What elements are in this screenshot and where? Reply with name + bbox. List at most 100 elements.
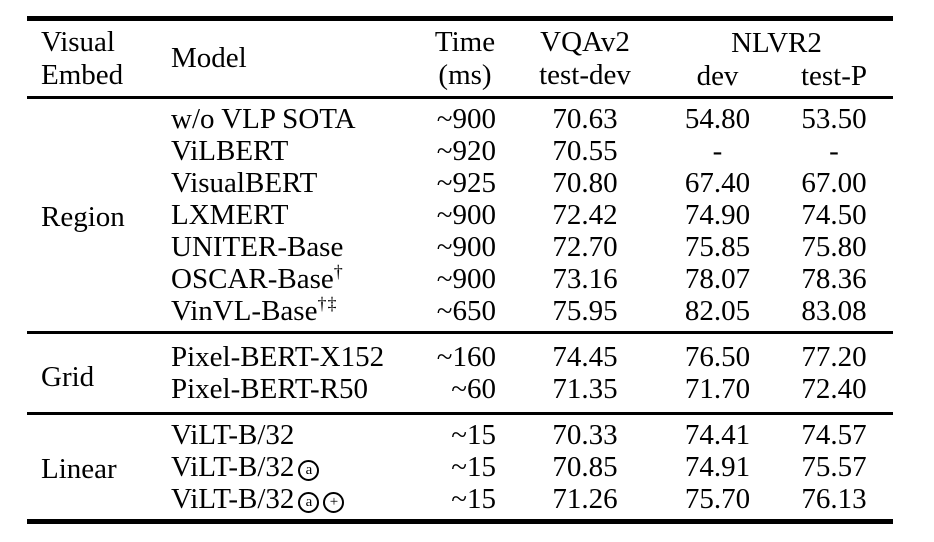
cell-time: ~60 [451,373,496,405]
table-row: OSCAR-Base† ~900 73.16 78.07 78.36 [27,261,893,295]
cell-model: ViLT-B/32 a + [165,483,420,522]
cell-vqav2-testdev: 72.70 [552,231,618,263]
cell-vqav2-testdev: 70.33 [552,419,618,451]
cell-nlvr2-testp: 76.13 [801,483,867,515]
cell-vqav2-testdev: 71.26 [552,483,618,515]
cell-nlvr2-dev: 75.70 [684,483,751,515]
table-row: ViLBERT ~920 70.55 - - [27,135,893,167]
cell-model: Pixel-BERT-X152 [171,341,385,373]
cell-vqav2-testdev: 71.35 [552,373,618,405]
cell-nlvr2-testp: 74.57 [801,419,867,451]
cell-nlvr2-dev: 54.80 [684,103,751,135]
cell-vqav2-testdev: 70.55 [552,135,618,167]
section-linear: Linear ViLT-B/32 ~15 70.33 74.41 74.57 V… [27,413,893,522]
cell-vqav2-testdev: 70.85 [552,451,618,483]
cell-time: ~160 [436,341,496,373]
cell-nlvr2-dev: 75.85 [684,231,751,263]
cell-nlvr2-dev: 82.05 [684,295,751,327]
cell-nlvr2-dev: 74.41 [684,419,751,451]
cell-time: ~650 [436,295,496,327]
cell-time: ~925 [436,167,496,199]
model-name: OSCAR-Base [171,263,334,295]
circled-a-icon: a [298,492,320,513]
cell-time: ~15 [451,451,496,483]
cell-nlvr2-dev: - [712,135,723,167]
cell-nlvr2-testp: 75.80 [801,231,867,263]
cell-nlvr2-dev: 67.40 [684,167,751,199]
cell-nlvr2-dev: 78.07 [684,263,751,295]
table-row: Grid Pixel-BERT-X152 ~160 74.45 76.50 77… [27,333,893,392]
cell-time: ~15 [451,483,496,515]
cell-model: OSCAR-Base† [165,261,420,295]
table-row: VinVL-Base†‡ ~650 75.95 82.05 83.08 [27,293,893,333]
cell-time: ~900 [436,263,496,295]
cell-nlvr2-dev: 74.90 [684,199,751,231]
cell-nlvr2-testp: 77.20 [801,341,867,373]
results-table: Visual Embed Model Time (ms) VQAv2 test-… [27,16,893,524]
cell-model: VinVL-Base†‡ [165,293,420,333]
cell-nlvr2-testp: 75.57 [801,451,867,483]
cell-nlvr2-testp: 74.50 [801,199,867,231]
cell-nlvr2-testp: 83.08 [801,295,867,327]
cell-nlvr2-testp: - [829,135,839,167]
model-name: VinVL-Base [171,295,318,327]
table-row: ViLT-B/32 a ~15 70.85 74.91 75.57 [27,451,893,483]
column-header-nlvr2-dev: dev [696,59,739,92]
column-header-time-ms: Time (ms) [434,25,496,91]
cell-model: VisualBERT [171,167,318,199]
section-grid: Grid Pixel-BERT-X152 ~160 74.45 76.50 77… [27,332,893,414]
cell-nlvr2-testp: 53.50 [801,103,867,135]
cell-vqav2-testdev: 74.45 [552,341,618,373]
cell-vqav2-testdev: 73.16 [552,263,618,295]
cell-time: ~920 [436,135,496,167]
column-header-nlvr2-testp: test-P [800,59,868,92]
results-table-container: Visual Embed Model Time (ms) VQAv2 test-… [27,16,893,524]
cell-nlvr2-dev: 76.50 [684,341,751,373]
table-row: Linear ViLT-B/32 ~15 70.33 74.41 74.57 [27,414,893,485]
column-header-visual-embed: Visual Embed [41,25,124,91]
table-row: Region w/o VLP SOTA ~900 70.63 54.80 53.… [27,98,893,233]
cell-nlvr2-testp: 67.00 [801,167,867,199]
cell-nlvr2-testp: 78.36 [801,263,867,295]
cell-model: ViLT-B/32 [171,419,295,451]
column-header-nlvr2: NLVR2 [731,26,822,59]
cell-vqav2-testdev: 72.42 [552,199,618,231]
dagger-superscript: †‡ [317,293,338,314]
column-header-model: Model [171,42,247,74]
column-header-vqav2-testdev: VQAv2 test-dev [539,25,631,91]
cell-model: UNITER-Base [171,231,344,263]
model-name: ViLT-B/32 [171,451,295,483]
cell-model: ViLBERT [171,135,289,167]
model-name: ViLT-B/32 [171,483,295,515]
section-label: Region [41,201,125,233]
cell-time: ~900 [436,103,496,135]
header-row-1: Visual Embed Model Time (ms) VQAv2 test-… [27,19,893,91]
cell-time: ~900 [436,199,496,231]
cell-vqav2-testdev: 70.63 [552,103,618,135]
cell-nlvr2-testp: 72.40 [801,373,867,405]
section-region: Region w/o VLP SOTA ~900 70.63 54.80 53.… [27,98,893,333]
cell-vqav2-testdev: 70.80 [552,167,618,199]
header-row-2: dev test-P [27,60,893,98]
table-header: Visual Embed Model Time (ms) VQAv2 test-… [27,19,893,98]
cell-time: ~15 [451,419,496,451]
cell-model: LXMERT [171,199,289,231]
table-row: LXMERT ~900 72.42 74.90 74.50 [27,199,893,231]
table-row: Pixel-BERT-R50 ~60 71.35 71.70 72.40 [27,373,893,414]
cell-model: ViLT-B/32 a [165,451,420,483]
section-label: Grid [41,360,95,393]
cell-nlvr2-dev: 74.91 [684,451,751,483]
cell-model: Pixel-BERT-R50 [171,373,368,405]
cell-vqav2-testdev: 75.95 [552,295,618,327]
circled-plus-icon: + [323,492,345,513]
section-label: Linear [41,453,117,485]
dagger-superscript: † [333,261,344,282]
table-row: VisualBERT ~925 70.80 67.40 67.00 [27,167,893,199]
table-row: UNITER-Base ~900 72.70 75.85 75.80 [27,231,893,263]
table-row: ViLT-B/32 a + ~15 71.26 75.70 76.13 [27,483,893,522]
cell-time: ~900 [436,231,496,263]
cell-nlvr2-dev: 71.70 [684,373,751,405]
circled-a-icon: a [298,460,320,481]
cell-model: w/o VLP SOTA [171,103,356,135]
